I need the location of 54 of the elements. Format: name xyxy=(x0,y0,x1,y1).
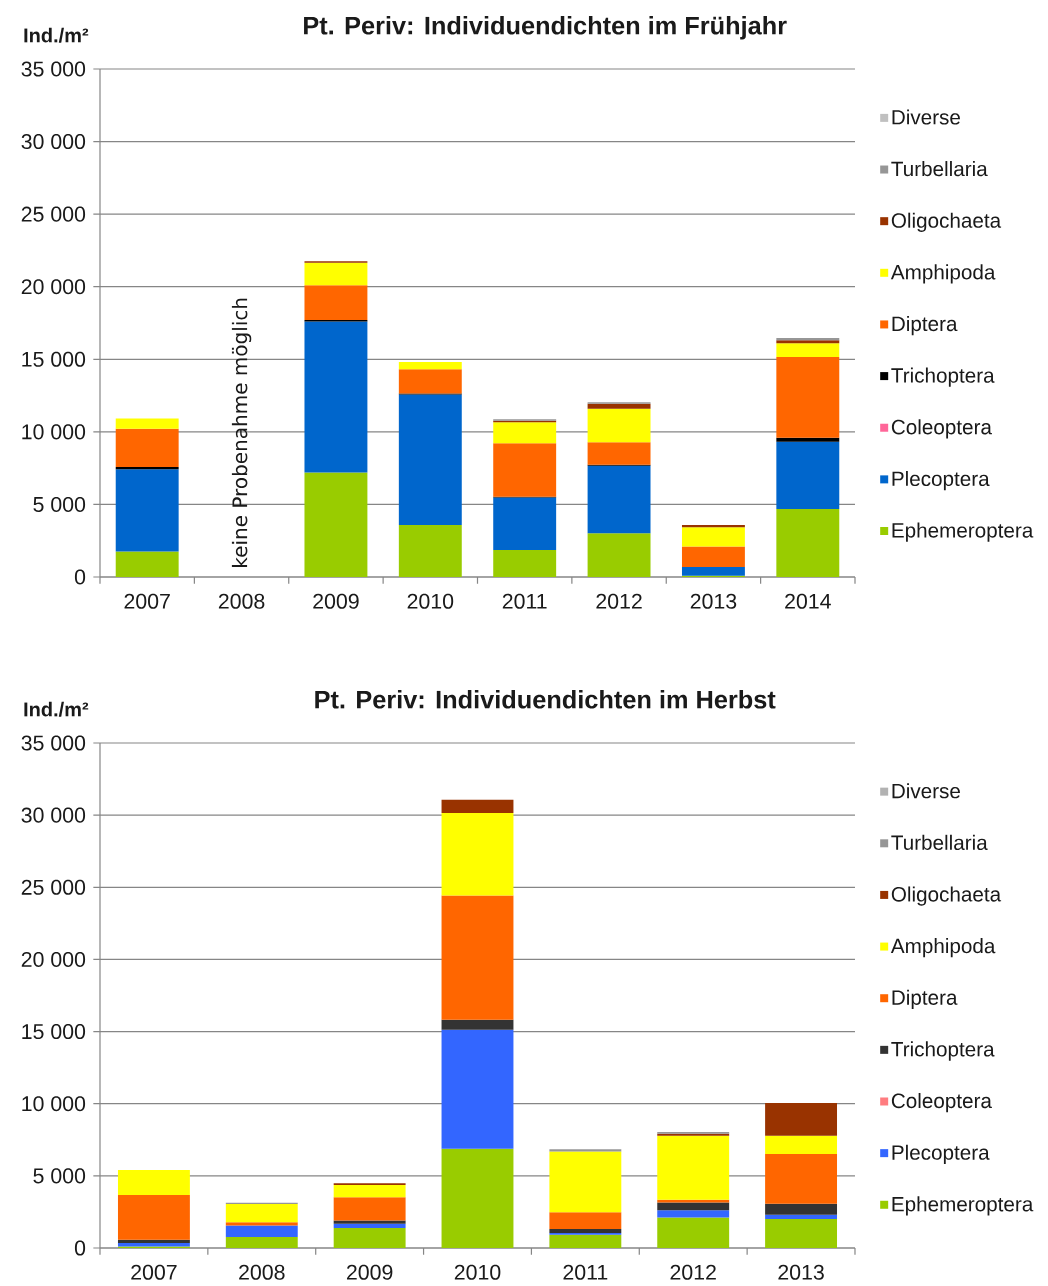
y-tick-label: 0 xyxy=(74,1240,86,1256)
legend-label: Diptera xyxy=(892,315,958,336)
x-tick-label: 2008 xyxy=(239,1264,285,1280)
legend-label: Diverse xyxy=(892,109,960,125)
legend-label: Diverse xyxy=(892,783,960,799)
y-tick-label: 20 000 xyxy=(21,279,86,295)
legend-label: Diptera xyxy=(892,989,958,1009)
x-tick-label: 2014 xyxy=(785,593,831,609)
y-tick-label: 20 000 xyxy=(21,951,86,967)
chart-title: Pt. Periv: Individuendichten im Frühjahr xyxy=(304,15,787,40)
legend-label: Plecoptera xyxy=(892,470,990,491)
x-tick-label: 2007 xyxy=(124,593,170,609)
chart-title: Pt. Periv: Individuendichten im Herbst xyxy=(315,689,776,709)
legend-label: Turbellaria xyxy=(891,161,988,177)
y-tick-label: 35 000 xyxy=(21,735,86,751)
legend-label: Turbellaria xyxy=(891,834,988,850)
x-tick-label: 2012 xyxy=(670,1264,716,1280)
y-tick-label: 25 000 xyxy=(21,879,86,895)
y-tick-label: 35 000 xyxy=(21,61,86,77)
x-tick-label: 2013 xyxy=(690,593,737,609)
y-tick-label: 25 000 xyxy=(21,206,86,222)
y-axis-title: Ind./m² xyxy=(24,27,89,43)
x-tick-label: 2013 xyxy=(778,1264,824,1280)
legend-label: Trichoptera xyxy=(891,1041,995,1061)
x-tick-label: 2009 xyxy=(346,1264,393,1280)
y-tick-label: 0 xyxy=(74,569,86,585)
y-axis-title: Ind./m² xyxy=(24,701,89,717)
x-tick-label: 2009 xyxy=(313,593,359,609)
x-tick-label: 2011 xyxy=(563,1264,608,1280)
legend-label: Coleoptera xyxy=(891,419,992,439)
y-tick-label: 5 000 xyxy=(33,1168,86,1184)
legend-label: Trichoptera xyxy=(891,367,995,387)
legend-label: Coleoptera xyxy=(891,1093,992,1113)
legend-label: Oligochaeta xyxy=(891,212,1002,232)
legend-label: Amphipoda xyxy=(890,264,996,284)
x-tick-label: 2008 xyxy=(218,593,265,609)
y-tick-label: 5 000 xyxy=(33,496,86,512)
y-tick-label: 30 000 xyxy=(21,134,86,150)
x-tick-label: 2010 xyxy=(407,593,454,609)
y-tick-label: 15 000 xyxy=(22,1024,86,1040)
x-tick-label: 2011 xyxy=(502,593,547,609)
legend-label: Ephemeroptera xyxy=(892,1196,1034,1216)
y-tick-label: 10 000 xyxy=(22,1096,86,1112)
legend-label: Plecoptera xyxy=(892,1144,990,1164)
y-tick-label: 15 000 xyxy=(22,351,86,367)
x-tick-label: 2010 xyxy=(454,1264,501,1280)
y-tick-label: 30 000 xyxy=(21,807,86,823)
y-tick-label: 10 000 xyxy=(22,424,86,440)
x-tick-label: 2012 xyxy=(596,593,642,609)
legend-label: Oligochaeta xyxy=(891,886,1002,906)
legend-label: Ephemeroptera xyxy=(892,522,1034,542)
legend-label: Amphipoda xyxy=(890,938,996,958)
annotation: keine Probenahme möglich xyxy=(231,298,252,567)
x-tick-label: 2007 xyxy=(131,1264,177,1280)
